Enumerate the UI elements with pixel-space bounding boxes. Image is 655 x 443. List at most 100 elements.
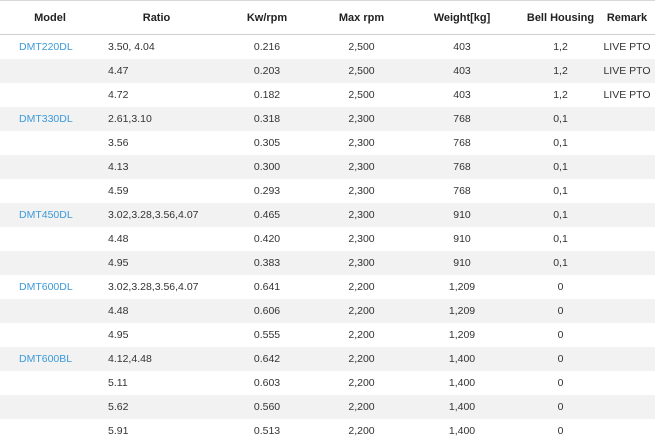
table-row: 5.91 0.513 2,200 1,400 0 <box>0 418 655 443</box>
cell-model[interactable]: DMT600BL <box>19 352 73 365</box>
cell-bell-housing: 0 <box>557 376 564 389</box>
cell-ratio: 4.48 <box>108 232 129 245</box>
cell-kw-rpm: 0.603 <box>253 376 281 389</box>
cell-weight: 768 <box>453 160 471 173</box>
cell-remark <box>599 371 655 395</box>
cell-remark <box>599 299 655 323</box>
cell-weight: 910 <box>453 256 471 269</box>
cell-remark <box>599 203 655 227</box>
cell-ratio: 5.91 <box>108 424 129 437</box>
cell-max-rpm: 2,300 <box>348 232 375 245</box>
cell-bell-housing: 0 <box>557 280 564 293</box>
header-bell-housing: Bell Housing <box>522 0 599 35</box>
cell-ratio: 3.56 <box>108 136 129 149</box>
header-remark: Remark <box>599 0 655 35</box>
cell-bell-housing: 0,1 <box>553 184 568 197</box>
cell-remark: LIVE PTO <box>603 88 651 101</box>
cell-model <box>0 395 100 419</box>
table-row: 5.62 0.560 2,200 1,400 0 <box>0 394 655 419</box>
cell-max-rpm: 2,200 <box>348 352 375 365</box>
cell-remark <box>599 155 655 179</box>
cell-ratio: 4.47 <box>108 64 129 77</box>
cell-model[interactable]: DMT330DL <box>19 112 73 125</box>
cell-model <box>0 251 100 275</box>
table-row: DMT600BL 4.12,4.48 0.642 2,200 1,400 0 <box>0 346 655 371</box>
header-max-rpm: Max rpm <box>321 0 402 35</box>
cell-model[interactable]: DMT600DL <box>19 280 73 293</box>
cell-weight: 1,400 <box>448 376 476 389</box>
table-row: 4.59 0.293 2,300 768 0,1 <box>0 178 655 203</box>
cell-kw-rpm: 0.513 <box>253 424 281 437</box>
cell-bell-housing: 0 <box>557 328 564 341</box>
cell-ratio: 4.72 <box>108 88 129 101</box>
table-row: 4.48 0.606 2,200 1,209 0 <box>0 298 655 323</box>
cell-max-rpm: 2,200 <box>348 400 375 413</box>
cell-model <box>0 299 100 323</box>
table-row: 4.48 0.420 2,300 910 0,1 <box>0 226 655 251</box>
cell-weight: 1,209 <box>448 328 476 341</box>
cell-bell-housing: 0 <box>557 304 564 317</box>
cell-max-rpm: 2,200 <box>348 304 375 317</box>
cell-ratio: 4.12,4.48 <box>108 352 152 365</box>
header-weight: Weight[kg] <box>402 0 522 35</box>
table-row: 5.11 0.603 2,200 1,400 0 <box>0 370 655 395</box>
cell-model[interactable]: DMT220DL <box>19 40 73 53</box>
cell-remark <box>599 179 655 203</box>
table-row: DMT450DL 3.02,3.28,3.56,4.07 0.465 2,300 910… <box>0 202 655 227</box>
cell-model <box>0 155 100 179</box>
cell-remark <box>599 347 655 371</box>
cell-remark <box>599 275 655 299</box>
cell-weight: 768 <box>453 136 471 149</box>
cell-ratio: 4.13 <box>108 160 129 173</box>
cell-remark <box>599 107 655 131</box>
cell-bell-housing: 0,1 <box>553 208 568 221</box>
cell-bell-housing: 0 <box>557 424 564 437</box>
cell-max-rpm: 2,300 <box>348 136 375 149</box>
table-row: 4.47 0.203 2,500 403 1,2 LIVE PTO <box>0 58 655 83</box>
table-row: DMT600DL 3.02,3.28,3.56,4.07 0.641 2,200 1,2… <box>0 274 655 299</box>
cell-model <box>0 179 100 203</box>
cell-remark <box>599 251 655 275</box>
header-model: Model <box>0 0 100 35</box>
cell-max-rpm: 2,200 <box>348 280 375 293</box>
cell-remark: LIVE PTO <box>603 64 651 77</box>
cell-kw-rpm: 0.555 <box>253 328 281 341</box>
table-row: 4.72 0.182 2,500 403 1,2 LIVE PTO <box>0 82 655 107</box>
cell-model <box>0 59 100 83</box>
table-row: 4.95 0.383 2,300 910 0,1 <box>0 250 655 275</box>
cell-model[interactable]: DMT450DL <box>19 208 73 221</box>
cell-bell-housing: 1,2 <box>553 40 568 53</box>
cell-max-rpm: 2,300 <box>348 160 375 173</box>
cell-kw-rpm: 0.300 <box>253 160 281 173</box>
cell-weight: 1,400 <box>448 424 476 437</box>
cell-weight: 910 <box>453 208 471 221</box>
cell-ratio: 4.95 <box>108 256 129 269</box>
cell-kw-rpm: 0.182 <box>253 88 281 101</box>
cell-ratio: 4.95 <box>108 328 129 341</box>
header-row: Model Ratio Kw/rpm Max rpm Weight[kg] Be… <box>0 0 655 35</box>
cell-ratio: 4.48 <box>108 304 129 317</box>
cell-max-rpm: 2,500 <box>348 88 375 101</box>
cell-bell-housing: 1,2 <box>553 64 568 77</box>
cell-remark <box>599 419 655 443</box>
header-ratio: Ratio <box>100 0 213 35</box>
cell-model <box>0 371 100 395</box>
table-row: 3.56 0.305 2,300 768 0,1 <box>0 130 655 155</box>
cell-max-rpm: 2,300 <box>348 112 375 125</box>
cell-kw-rpm: 0.216 <box>253 40 281 53</box>
cell-max-rpm: 2,500 <box>348 40 375 53</box>
cell-model <box>0 83 100 107</box>
cell-model <box>0 323 100 347</box>
cell-bell-housing: 0,1 <box>553 112 568 125</box>
cell-kw-rpm: 0.305 <box>253 136 281 149</box>
cell-kw-rpm: 0.203 <box>253 64 281 77</box>
cell-max-rpm: 2,200 <box>348 328 375 341</box>
cell-weight: 768 <box>453 112 471 125</box>
cell-weight: 403 <box>453 64 471 77</box>
cell-model <box>0 131 100 155</box>
cell-max-rpm: 2,300 <box>348 256 375 269</box>
cell-bell-housing: 0,1 <box>553 160 568 173</box>
cell-ratio: 4.59 <box>108 184 129 197</box>
